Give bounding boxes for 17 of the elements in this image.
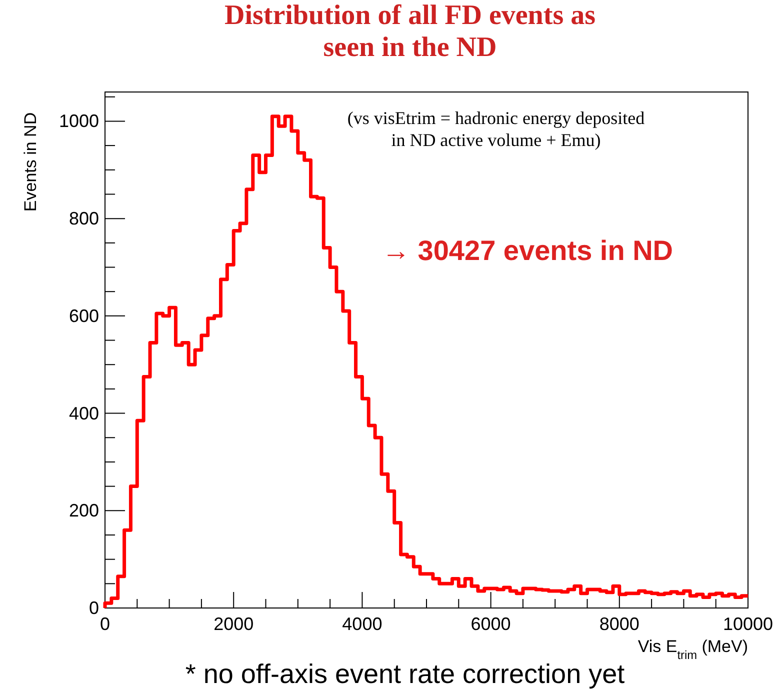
y-tick-label: 800 [68, 208, 99, 229]
chart-title: Distribution of all FD events as seen in the ND [224, 0, 596, 63]
x-tick-label: 6000 [470, 614, 511, 634]
x-tick-label: 8000 [599, 614, 640, 634]
y-axis-title: Events in ND [21, 112, 40, 212]
y-tick-label: 600 [68, 306, 99, 326]
annotation: (vs visEtrim = hadronic energy deposited in ND active volume + Emu) [347, 108, 645, 150]
y-tick-label: 0 [88, 598, 99, 618]
annotation: → 30427 events in ND [382, 235, 674, 266]
y-tick-label: 400 [68, 403, 99, 424]
y-tick-label: 1000 [58, 111, 99, 132]
y-tick-label: 200 [68, 500, 99, 521]
x-tick-label: 10000 [722, 614, 774, 634]
x-axis-title: Vis E$_{trim}$ (MeV) [638, 637, 748, 662]
x-tick-label: 4000 [342, 614, 382, 634]
x-tick-label: 2000 [214, 614, 254, 634]
text: * no off-axis event rate correction yet [185, 659, 626, 689]
